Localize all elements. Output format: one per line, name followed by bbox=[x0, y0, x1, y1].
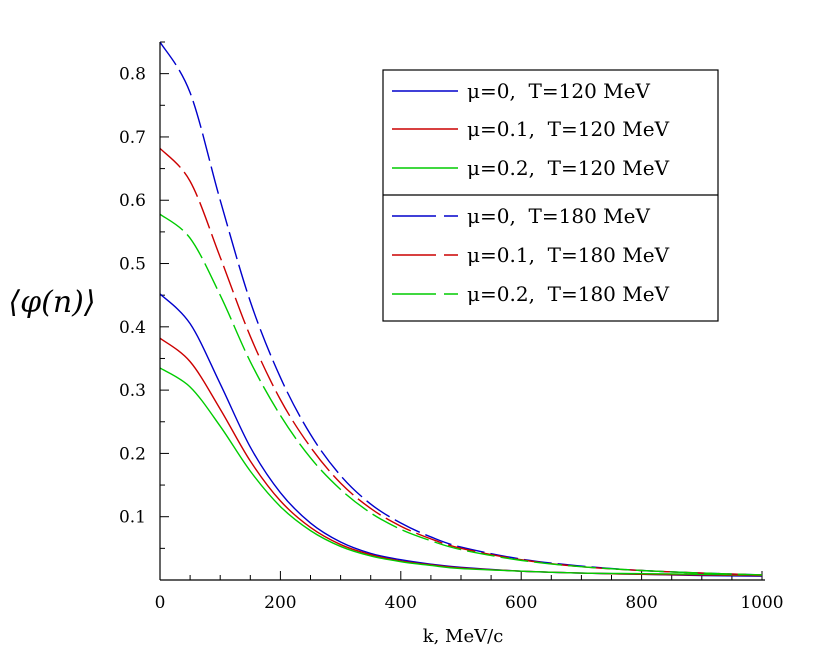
legend-label: μ=0.1, T=180 MeV bbox=[467, 243, 670, 267]
y-tick-label: 0.1 bbox=[119, 508, 146, 528]
x-tick-label: 400 bbox=[385, 593, 417, 613]
legend-label: μ=0, T=180 MeV bbox=[467, 204, 650, 228]
y-axis-title: ⟨φ(n)⟩ bbox=[8, 285, 95, 320]
x-axis-title: k, MeV/c bbox=[423, 626, 504, 647]
series-lines bbox=[159, 41, 763, 577]
y-tick-label: 0.5 bbox=[119, 255, 146, 275]
y-axis-ticks: 0.1 0.2 0.3 0.4 0.5 0.6 0.7 0.8 bbox=[119, 41, 169, 549]
series-line bbox=[159, 337, 763, 577]
y-tick-label: 0.6 bbox=[119, 191, 146, 211]
legend-label: μ=0.1, T=120 MeV bbox=[467, 117, 670, 141]
y-tick-label: 0.4 bbox=[119, 318, 146, 338]
y-tick-label: 0.2 bbox=[119, 444, 146, 464]
legend-label: μ=0.2, T=180 MeV bbox=[467, 282, 670, 306]
y-tick-label: 0.3 bbox=[119, 381, 146, 401]
y-tick-label: 0.7 bbox=[119, 128, 146, 148]
x-tick-label: 1000 bbox=[740, 593, 783, 613]
x-tick-label: 600 bbox=[505, 593, 537, 613]
legend: μ=0, T=120 MeV μ=0.1, T=120 MeV μ=0.2, T=1… bbox=[382, 69, 719, 322]
series-line bbox=[159, 367, 763, 576]
legend-label: μ=0, T=120 MeV bbox=[467, 79, 650, 103]
x-tick-label: 0 bbox=[155, 593, 166, 613]
x-axis-ticks: 0 200 400 600 800 1000 bbox=[155, 571, 784, 613]
legend-label: μ=0.2, T=120 MeV bbox=[467, 156, 670, 180]
x-tick-label: 800 bbox=[625, 593, 657, 613]
x-tick-label: 200 bbox=[264, 593, 296, 613]
y-tick-label: 0.8 bbox=[119, 65, 146, 85]
series-line bbox=[159, 213, 763, 576]
